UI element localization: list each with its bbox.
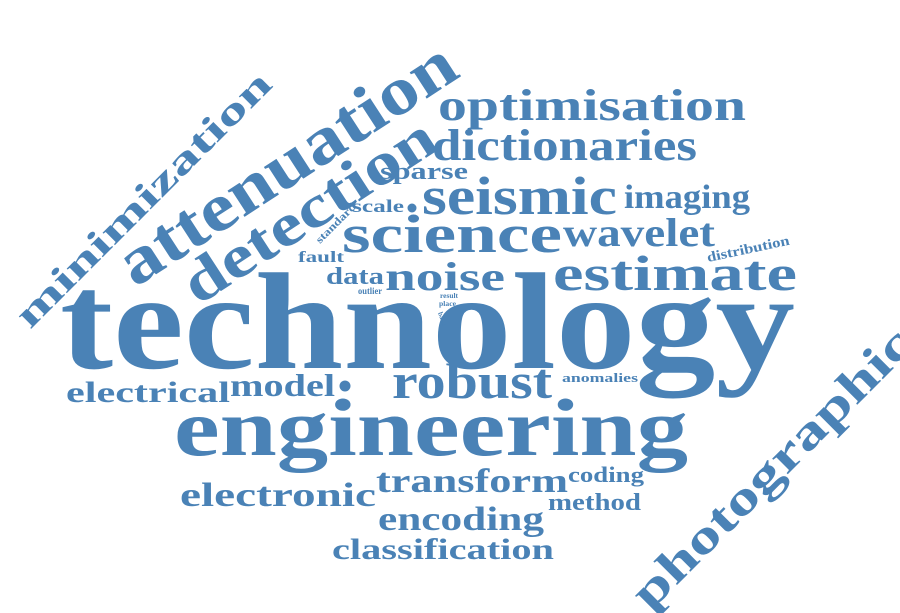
word-coding: coding	[568, 462, 644, 487]
word-engineering: engineering	[174, 382, 688, 473]
word-result: result	[440, 292, 459, 300]
word-scale: scale	[352, 196, 404, 216]
word-seismic: seismic	[422, 166, 617, 226]
word-model: model	[230, 367, 335, 403]
word-place: place	[439, 300, 456, 308]
word-method: method	[548, 490, 642, 516]
dot-marker	[407, 203, 417, 213]
word-electrical: electrical	[66, 376, 230, 409]
word-science: science	[342, 204, 562, 264]
word-wavelet: wavelet	[563, 210, 716, 255]
word-classification: classification	[332, 533, 554, 566]
word-sparse: sparse	[380, 159, 468, 185]
word-fault: fault	[298, 249, 345, 266]
word-estimate: estimate	[553, 245, 797, 301]
word-anomalies: anomalies	[562, 370, 638, 385]
word-encoding: encoding	[378, 501, 544, 538]
dot-marker	[339, 380, 351, 392]
word-imaging: imaging	[624, 179, 750, 216]
word-transform: transform	[376, 463, 568, 500]
word-dictionaries: dictionaries	[432, 121, 697, 170]
word-optimisation: optimisation	[438, 81, 746, 130]
word-electronic: electronic	[180, 477, 376, 514]
word-technology: technology	[60, 245, 795, 398]
word-outlier: outlier	[358, 286, 382, 296]
word-robust: robust	[392, 353, 552, 409]
word-noise: noise	[385, 254, 505, 299]
word-data: data	[326, 264, 384, 290]
